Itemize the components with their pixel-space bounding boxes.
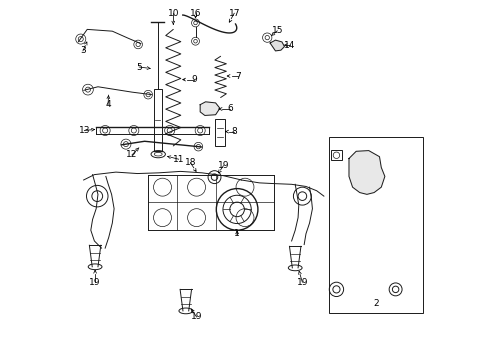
Text: 12: 12 xyxy=(126,150,138,159)
Text: 17: 17 xyxy=(228,9,240,18)
Text: 7: 7 xyxy=(235,72,241,81)
Text: 16: 16 xyxy=(190,9,201,18)
Text: 19: 19 xyxy=(89,278,101,287)
Text: 9: 9 xyxy=(191,75,197,84)
Text: 10: 10 xyxy=(168,9,179,18)
Bar xyxy=(329,137,422,313)
Bar xyxy=(331,150,342,160)
Polygon shape xyxy=(270,40,285,51)
Text: 8: 8 xyxy=(231,127,237,136)
Text: 6: 6 xyxy=(227,104,233,113)
Polygon shape xyxy=(349,150,385,194)
Text: 4: 4 xyxy=(105,100,111,109)
Text: 5: 5 xyxy=(136,63,142,72)
Polygon shape xyxy=(200,102,220,116)
Text: 19: 19 xyxy=(296,278,308,287)
Text: 1: 1 xyxy=(234,229,240,238)
Text: 14: 14 xyxy=(284,41,295,50)
Text: 19: 19 xyxy=(218,161,229,170)
Text: 18: 18 xyxy=(185,158,196,167)
Bar xyxy=(154,89,162,151)
Text: 15: 15 xyxy=(271,26,283,35)
Text: 11: 11 xyxy=(173,155,184,164)
Text: 2: 2 xyxy=(373,299,379,308)
Text: 19: 19 xyxy=(191,312,202,321)
Text: 3: 3 xyxy=(80,46,86,55)
Bar xyxy=(215,119,224,146)
Text: 13: 13 xyxy=(78,126,90,135)
